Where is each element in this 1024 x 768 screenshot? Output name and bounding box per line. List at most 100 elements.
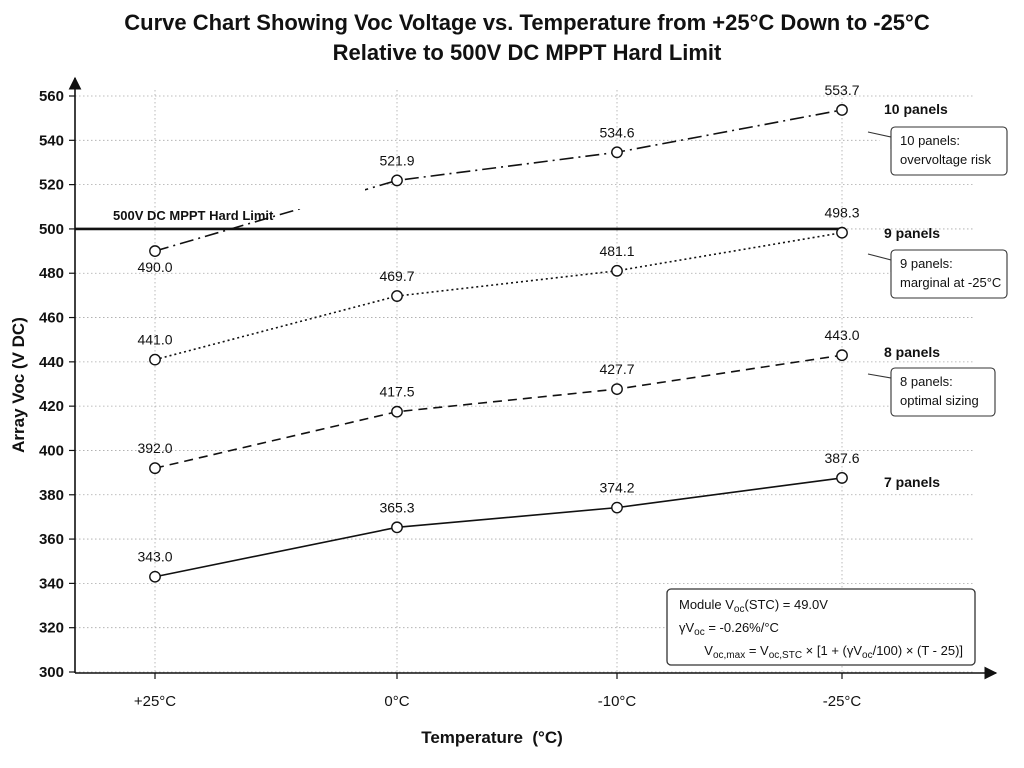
data-point-2-3 xyxy=(836,226,848,239)
grid xyxy=(75,90,975,673)
callout-3: 10 panels: overvoltage risk xyxy=(867,126,1008,176)
data-label-0-1: 365.3 xyxy=(379,499,414,515)
callout-text-2-0: 9 panels: xyxy=(900,256,953,271)
data-label-2-2: 481.1 xyxy=(599,243,634,259)
y-tick-label-320: 320 xyxy=(39,620,64,637)
x-tick-label-1: 0°C xyxy=(384,693,409,710)
callout-1: 8 panels: optimal sizing xyxy=(867,367,996,417)
data-label-0-0: 343.0 xyxy=(137,549,172,565)
y-tick-label-380: 380 xyxy=(39,487,64,504)
series-line-8-panels xyxy=(154,354,843,469)
formula-line3-a-sub: oc,max xyxy=(713,650,745,661)
data-label-1-1: 417.5 xyxy=(379,384,414,400)
data-point-1-3 xyxy=(836,349,848,362)
formula-line3-b: = V xyxy=(745,643,769,658)
data-label-0-2: 374.2 xyxy=(599,480,634,496)
data-label-1-0: 392.0 xyxy=(137,440,172,456)
y-tick-label-520: 520 xyxy=(39,177,64,194)
data-point-3-0 xyxy=(149,245,161,257)
data-point-1-0 xyxy=(149,462,161,475)
y-tick-label-300: 300 xyxy=(39,664,64,681)
series-line-9-panels xyxy=(154,231,843,361)
callout-pointer-1 xyxy=(867,373,892,390)
data-point-2-2 xyxy=(611,264,623,277)
y-tick-label-400: 400 xyxy=(39,442,64,459)
callout-text-3-0: 10 panels: xyxy=(900,133,960,148)
formula-line3-d: /100) × (T - 25)] xyxy=(873,643,963,658)
data-point-1-2 xyxy=(611,383,623,395)
y-tick-label-340: 340 xyxy=(39,575,64,592)
data-point-2-1 xyxy=(391,290,403,302)
data-label-1-2: 427.7 xyxy=(599,361,634,377)
axes: 300 320 340 360 380 400 420 440 460 480 500 520 540 5… xyxy=(39,76,998,710)
formula-line3-a: V xyxy=(704,643,713,658)
data-label-2-0: 441.0 xyxy=(137,332,172,348)
data-point-0-1 xyxy=(391,521,403,534)
formula-box-frame xyxy=(666,588,976,666)
callout-box-1 xyxy=(890,367,996,417)
data-point-3-2 xyxy=(611,146,623,159)
x-tick-label-0: +25°C xyxy=(134,693,176,710)
formula-line2-sub: oc xyxy=(694,627,705,638)
formula-line-temp-coeff: γVoc = -0.26%/°C xyxy=(679,620,779,638)
series-name-0: 7 panels xyxy=(884,474,940,490)
data-label-3-2: 534.6 xyxy=(599,124,634,140)
data-label-3-1: 521.9 xyxy=(379,152,414,168)
y-tick-label-500: 500 xyxy=(39,221,64,238)
formula-box: Module Voc(STC) = 49.0V γVoc = -0.26%/°C… xyxy=(666,588,981,666)
series-name-1: 8 panels xyxy=(884,344,940,360)
data-point-0-3 xyxy=(836,472,848,484)
data-point-2-0 xyxy=(149,353,161,366)
series-group: 343.0 365.3 374.2 387.6 7 panels 392.0 417.5 42… xyxy=(137,82,948,583)
formula-line1-sub: oc xyxy=(734,604,745,615)
formula-line3-c: × [1 + (γV xyxy=(802,643,862,658)
data-point-3-3 xyxy=(836,104,848,116)
reference-line-group: 500V DC MPPT Hard Limit xyxy=(75,208,842,231)
y-tick-label-440: 440 xyxy=(39,354,64,371)
formula-line3-c-sub: oc xyxy=(862,650,873,661)
formula-line-equation: Voc,max = Voc,STC × [1 + (γVoc/100) × (T… xyxy=(679,643,981,661)
y-tick-label-420: 420 xyxy=(39,398,64,415)
series-10-label-gap xyxy=(240,187,365,210)
series-line-7-panels xyxy=(154,477,843,578)
data-label-2-3: 498.3 xyxy=(824,205,859,221)
data-label-2-1: 469.7 xyxy=(379,268,414,284)
data-point-0-2 xyxy=(611,501,623,514)
mppt-limit-label: 500V DC MPPT Hard Limit xyxy=(113,208,274,223)
x-axis-label: Temperature (°C) xyxy=(421,728,563,747)
series-name-2: 9 panels xyxy=(884,225,940,241)
x-tick-label-2: -10°C xyxy=(598,693,637,710)
formula-line2-pre: γV xyxy=(679,620,695,635)
formula-line1-post: (STC) = 49.0V xyxy=(744,597,828,612)
series-name-3: 10 panels xyxy=(884,101,948,117)
callout-2: 9 panels: marginal at -25°C xyxy=(867,249,1008,299)
y-tick-label-360: 360 xyxy=(39,531,64,548)
data-label-3-0: 490.0 xyxy=(137,259,172,275)
data-point-3-1 xyxy=(391,174,403,187)
data-label-1-3: 443.0 xyxy=(824,327,859,343)
callout-text-1-0: 8 panels: xyxy=(900,374,953,389)
callout-text-3-1: overvoltage risk xyxy=(900,152,992,167)
formula-line3-b-sub: oc,STC xyxy=(769,650,802,661)
y-tick-label-560: 560 xyxy=(39,88,64,105)
callout-text-2-1: marginal at -25°C xyxy=(900,275,1001,290)
x-tick-label-3: -25°C xyxy=(823,693,862,710)
y-tick-label-480: 480 xyxy=(39,265,64,282)
y-axis-label: Array Voc (V DC) xyxy=(9,317,28,453)
callout-box-3 xyxy=(890,126,1008,176)
data-point-0-0 xyxy=(149,570,161,583)
data-label-3-3: 553.7 xyxy=(824,82,859,98)
callout-box-2 xyxy=(890,249,1008,299)
data-point-1-1 xyxy=(391,405,403,418)
chart-title-line-1: Curve Chart Showing Voc Voltage vs. Temp… xyxy=(124,10,930,35)
formula-line-module-voc: Module Voc(STC) = 49.0V xyxy=(679,597,828,615)
callouts: 8 panels: optimal sizing 9 panels: marginal… xyxy=(867,126,1008,417)
chart-title-line-2: Relative to 500V DC MPPT Hard Limit xyxy=(333,40,722,65)
formula-line2-post: = -0.26%/°C xyxy=(705,620,779,635)
y-tick-label-460: 460 xyxy=(39,310,64,327)
formula-line1-pre: Module V xyxy=(679,597,734,612)
data-label-0-3: 387.6 xyxy=(824,450,859,466)
y-tick-label-540: 540 xyxy=(39,132,64,149)
callout-pointer-2 xyxy=(867,253,892,272)
